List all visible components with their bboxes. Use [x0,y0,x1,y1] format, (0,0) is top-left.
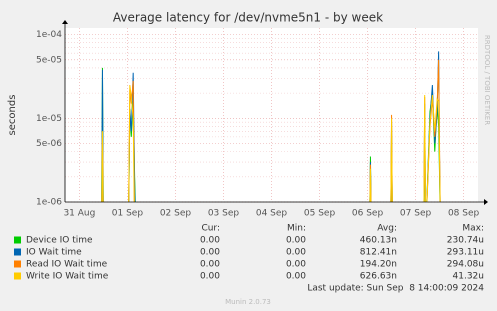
x-axis-arrow [484,199,488,205]
stats-value: 0.00 [286,248,306,258]
stats-value: 812.41n [360,248,397,258]
x-tick-label: 05 Sep [304,209,336,219]
legend-swatch [14,272,21,280]
y-axis-arrow [62,20,68,24]
x-tick-label: 01 Sep [112,209,144,219]
plot-lines [101,51,441,202]
y-tick-label: 1e-04 [36,30,62,40]
stats-value: 0.00 [286,260,306,270]
footer: Munin 2.0.73 [225,298,271,306]
stats-value: 460.13n [360,236,397,246]
y-tick-label: 5e-06 [36,139,62,149]
y-tick-label: 1e-06 [36,198,62,208]
stats-value: 0.00 [200,248,220,258]
stats-header: Max: [462,224,484,234]
x-tick-label: 03 Sep [208,209,240,219]
y-tick-label: 5e-05 [36,55,62,65]
x-tick-label: 07 Sep [400,209,432,219]
x-tick-label: 08 Sep [448,209,480,219]
stats-value: 230.74u [447,236,484,246]
stats-value: 0.00 [286,236,306,246]
legend-label: Write IO Wait time [26,272,109,282]
stats-header: Avg: [377,224,397,234]
legend-swatch [14,248,21,256]
chart-title: Average latency for /dev/nvme5n1 - by we… [113,11,383,25]
legend-label: Read IO Wait time [26,260,108,270]
stats-value: 0.00 [200,236,220,246]
legend-label: IO Wait time [26,248,82,258]
stats-header: Min: [287,224,306,234]
stats-value: 294.08u [447,260,484,270]
stats-value: 0.00 [200,272,220,282]
last-update: Last update: Sun Sep 8 14:00:09 2024 [307,284,484,294]
stats-value: 194.20n [360,260,397,270]
stats-header: Cur: [201,224,220,234]
series-line [101,84,441,202]
side-label: RRDTOOL / TOBI OETIKER [483,35,491,125]
x-tick-label: 02 Sep [160,209,192,219]
stats-value: 41.32u [453,272,484,282]
stats-value: 0.00 [286,272,306,282]
y-tick-label: 1e-05 [36,114,62,124]
x-tick-label: 06 Sep [352,209,384,219]
y-axis-label: seconds [7,95,18,136]
stats-value: 0.00 [200,260,220,270]
stats-value: 626.63n [360,272,397,282]
legend-swatch [14,236,21,244]
legend-swatch [14,260,21,268]
stats-value: 293.11u [447,248,484,258]
x-tick-label: 04 Sep [256,209,288,219]
x-tick-label: 31 Aug [63,209,95,219]
legend-label: Device IO time [26,236,93,246]
